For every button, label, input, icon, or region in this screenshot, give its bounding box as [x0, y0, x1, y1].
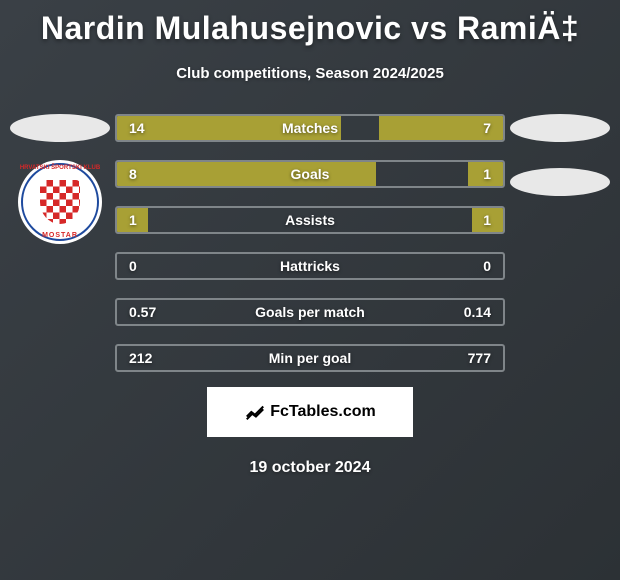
badge-shield: [40, 180, 80, 224]
stat-value-left: 0.57: [129, 304, 156, 320]
stat-label: Assists: [285, 212, 335, 228]
stat-value-right: 777: [468, 350, 491, 366]
stats-area: HRVATSKI ŠPORTSKI KLUB MOSTAR 14 7 Matches…: [0, 114, 620, 372]
stat-value-right: 0.14: [464, 304, 491, 320]
player-photo-placeholder-left: [10, 114, 110, 142]
brand-label: FcTables.com: [270, 403, 376, 421]
stat-value-left: 14: [129, 120, 145, 136]
page-subtitle: Club competitions, Season 2024/2025: [0, 65, 620, 82]
chart-icon: [244, 401, 266, 423]
stat-row: 0 0 Hattricks: [115, 252, 505, 280]
badge-bottom-text: MOSTAR: [18, 232, 102, 239]
stat-value-right: 0: [483, 258, 491, 274]
stat-value-left: 0: [129, 258, 137, 274]
page-title: Nardin Mulahusejnovic vs RamiÄ‡: [0, 0, 620, 47]
bar-left: [117, 162, 376, 186]
stat-value-right: 7: [483, 120, 491, 136]
stat-label: Goals per match: [255, 304, 365, 320]
stat-label: Matches: [282, 120, 338, 136]
comparison-infographic: Nardin Mulahusejnovic vs RamiÄ‡ Club com…: [0, 0, 620, 580]
stat-label: Goals: [291, 166, 330, 182]
stat-value-left: 212: [129, 350, 152, 366]
stat-value-left: 8: [129, 166, 137, 182]
stat-rows: 14 7 Matches 8 1 Goals 1 1 Assists 0 0 Hattricks 0.5…: [115, 114, 505, 372]
stat-label: Hattricks: [280, 258, 340, 274]
badge-top-text: HRVATSKI ŠPORTSKI KLUB: [18, 165, 102, 171]
stat-row: 14 7 Matches: [115, 114, 505, 142]
club-badge-zrinjski: HRVATSKI ŠPORTSKI KLUB MOSTAR: [18, 160, 102, 244]
stat-row: 1 1 Assists: [115, 206, 505, 234]
stat-row: 212 777 Min per goal: [115, 344, 505, 372]
stat-row: 8 1 Goals: [115, 160, 505, 188]
stat-value-right: 1: [483, 212, 491, 228]
brand-box: FcTables.com: [207, 387, 413, 437]
stat-label: Min per goal: [269, 350, 351, 366]
player-photo-placeholder-right-2: [510, 168, 610, 196]
right-player-col: [505, 114, 615, 196]
date-label: 19 october 2024: [0, 459, 620, 477]
player-photo-placeholder-right-1: [510, 114, 610, 142]
checker-pattern: [40, 180, 80, 224]
stat-row: 0.57 0.14 Goals per match: [115, 298, 505, 326]
left-player-col: HRVATSKI ŠPORTSKI KLUB MOSTAR: [5, 114, 115, 244]
stat-value-left: 1: [129, 212, 137, 228]
stat-value-right: 1: [483, 166, 491, 182]
